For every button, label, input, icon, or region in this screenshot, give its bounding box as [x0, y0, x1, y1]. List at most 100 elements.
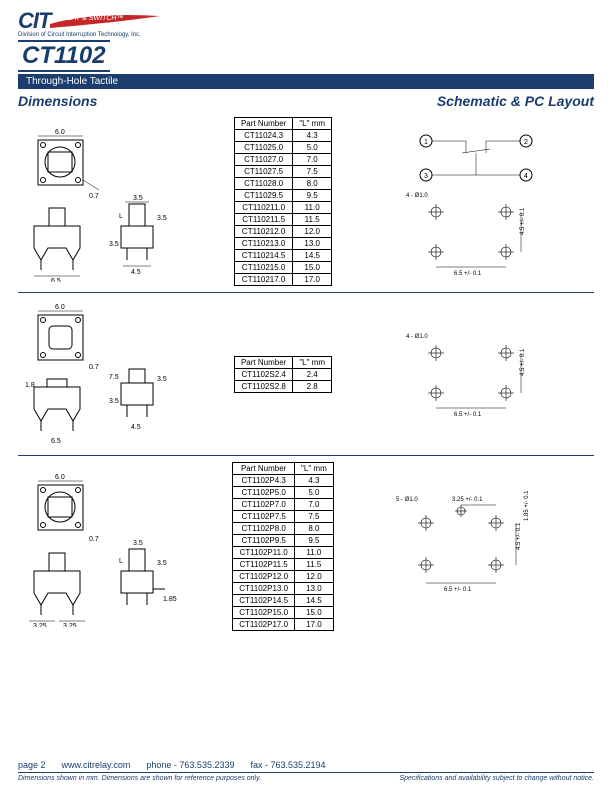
svg-text:3.5: 3.5 — [133, 195, 143, 202]
table-header: "L" mm — [295, 463, 334, 475]
table-cell: 7.5 — [293, 166, 332, 178]
table-cell: CT1102P12.0 — [233, 571, 295, 583]
table-row: CT11027.07.0 — [234, 154, 331, 166]
table-cell: CT1102S2.4 — [234, 368, 292, 380]
layout-col-2: 4 - Ø1.0 6.5 +/- 0.1 4.5 +/- 0.1 — [368, 324, 594, 424]
footer-phone: phone - 763.535.2339 — [146, 760, 234, 770]
table-cell: 7.5 — [295, 511, 334, 523]
table-row: CT110213.013.0 — [234, 238, 331, 250]
table-cell: CT110211.5 — [234, 214, 292, 226]
table-1: Part Number"L" mmCT11024.34.3CT11025.05.… — [234, 117, 332, 286]
svg-text:3.5: 3.5 — [157, 376, 167, 383]
svg-text:1.8: 1.8 — [25, 382, 35, 389]
pcb-layout-2: 4 - Ø1.0 6.5 +/- 0.1 4.5 +/- 0.1 — [396, 324, 566, 424]
table-cell: CT1102P11.0 — [233, 547, 295, 559]
table-cell: 17.0 — [295, 619, 334, 631]
table-cell: CT1102P14.5 — [233, 595, 295, 607]
table-2: Part Number"L" mmCT1102S2.42.4CT1102S2.8… — [234, 356, 332, 393]
table-row: CT1102P11.011.0 — [233, 547, 333, 559]
table-row: CT110212.012.0 — [234, 226, 331, 238]
table-cell: 4.3 — [293, 130, 332, 142]
dimension-drawing-1: 6.0 0.7 — [18, 122, 198, 282]
table-row: CT1102P17.017.0 — [233, 619, 333, 631]
table-row: CT1102P7.57.5 — [233, 511, 333, 523]
svg-text:3.5: 3.5 — [109, 398, 119, 405]
table-header: Part Number — [234, 356, 292, 368]
svg-text:4.5: 4.5 — [131, 424, 141, 431]
svg-text:4.5 +/- 0.1: 4.5 +/- 0.1 — [520, 348, 526, 376]
svg-text:1: 1 — [424, 139, 428, 146]
table-cell: 13.0 — [293, 238, 332, 250]
table-row: CT11029.59.5 — [234, 190, 331, 202]
svg-text:3.5: 3.5 — [109, 241, 119, 248]
svg-text:0.7: 0.7 — [89, 364, 99, 371]
svg-text:3.25: 3.25 — [63, 623, 77, 627]
svg-text:3.5: 3.5 — [157, 215, 167, 222]
logo-swoosh: RELAY & SWITCH™ — [54, 8, 164, 30]
table-cell: CT1102P5.0 — [233, 487, 295, 499]
table-cell: 11.0 — [295, 547, 334, 559]
svg-text:6.5 +/- 0.1: 6.5 +/- 0.1 — [444, 587, 472, 593]
logo-block: CIT RELAY & SWITCH™ — [18, 8, 594, 34]
table-row: CT11024.34.3 — [234, 130, 331, 142]
svg-text:4: 4 — [524, 173, 528, 180]
table-row: CT1102P11.511.5 — [233, 559, 333, 571]
table-row: CT110211.511.5 — [234, 214, 331, 226]
table-cell: 11.5 — [293, 214, 332, 226]
table-cell: 9.5 — [295, 535, 334, 547]
table-row: CT1102P12.012.0 — [233, 571, 333, 583]
table-cell: CT11027.5 — [234, 166, 292, 178]
table-row: CT1102P13.013.0 — [233, 583, 333, 595]
layout-col-3: 5 - Ø1.0 3.25 +/- 0.1 6.5 +/- 0.1 1.85 +… — [368, 487, 594, 607]
svg-text:6.5: 6.5 — [51, 278, 61, 282]
table-3: Part Number"L" mmCT1102P4.34.3CT1102P5.0… — [232, 462, 333, 631]
table-row: CT1102S2.42.4 — [234, 368, 331, 380]
page-number: page 2 — [18, 760, 46, 770]
table-cell: CT1102P11.5 — [233, 559, 295, 571]
svg-text:6.0: 6.0 — [55, 304, 65, 311]
variant-row-2: 6.0 0.7 1.8 6.5 — [18, 293, 594, 456]
svg-text:7.5: 7.5 — [109, 374, 119, 381]
svg-text:4.5 +/- 0.1: 4.5 +/- 0.1 — [520, 207, 526, 235]
table-cell: CT1102P4.3 — [233, 475, 295, 487]
table-row: CT1102S2.82.8 — [234, 380, 331, 392]
table-cell: 2.8 — [293, 380, 332, 392]
table-cell: CT1102P9.5 — [233, 535, 295, 547]
table-cell: CT1102P13.0 — [233, 583, 295, 595]
page-footer: page 2 www.citrelay.com phone - 763.535.… — [18, 760, 594, 782]
svg-text:6.5: 6.5 — [51, 438, 61, 445]
svg-text:6.0: 6.0 — [55, 474, 65, 481]
svg-text:4 - Ø1.0: 4 - Ø1.0 — [406, 193, 428, 199]
part-number-title: CT1102 — [18, 40, 110, 72]
footer-note-left: Dimensions shown in mm. Dimensions are s… — [18, 775, 261, 782]
svg-text:3.25 +/- 0.1: 3.25 +/- 0.1 — [452, 497, 483, 503]
svg-text:4.5: 4.5 — [131, 269, 141, 276]
variant-row-1: 6.0 0.7 — [18, 111, 594, 293]
table-cell: CT110213.0 — [234, 238, 292, 250]
table-row: CT110211.011.0 — [234, 202, 331, 214]
table-cell: 5.0 — [293, 142, 332, 154]
schematic-diagram: 1 2 3 4 — [396, 127, 566, 187]
table-row: CT1102P4.34.3 — [233, 475, 333, 487]
table-cell: CT110217.0 — [234, 274, 292, 286]
pcb-layout-3: 5 - Ø1.0 3.25 +/- 0.1 6.5 +/- 0.1 1.85 +… — [386, 487, 576, 607]
part-table-3: Part Number"L" mmCT1102P4.34.3CT1102P5.0… — [198, 462, 368, 631]
table-cell: CT1102P15.0 — [233, 607, 295, 619]
part-table-1: Part Number"L" mmCT11024.34.3CT11025.05.… — [198, 117, 368, 286]
svg-text:6.5 +/- 0.1: 6.5 +/- 0.1 — [454, 412, 482, 418]
table-cell: 11.5 — [295, 559, 334, 571]
svg-text:0.7: 0.7 — [89, 536, 99, 543]
variant-row-3: 6.0 0.7 — [18, 456, 594, 637]
svg-text:6.0: 6.0 — [55, 129, 65, 136]
footer-url: www.citrelay.com — [62, 760, 131, 770]
layout-col-1: 1 2 3 4 4 - Ø1.0 — [368, 127, 594, 277]
table-cell: CT1102P17.0 — [233, 619, 295, 631]
svg-text:5 - Ø1.0: 5 - Ø1.0 — [396, 497, 418, 503]
table-cell: CT110211.0 — [234, 202, 292, 214]
schematic-title: Schematic & PC Layout — [437, 93, 594, 109]
table-cell: 14.5 — [295, 595, 334, 607]
table-cell: 2.4 — [293, 368, 332, 380]
table-cell: 14.5 — [293, 250, 332, 262]
table-row: CT110214.514.5 — [234, 250, 331, 262]
table-cell: 12.0 — [295, 571, 334, 583]
